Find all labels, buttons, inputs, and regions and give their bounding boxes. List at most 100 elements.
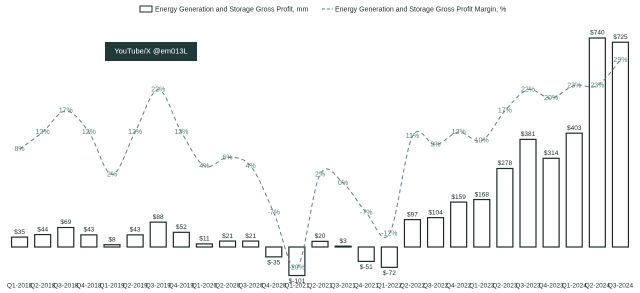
line-value-label: 12% [452,129,466,136]
x-tick-label: Q3-2021 [330,283,356,290]
bar [542,157,560,248]
bar-value-label: $104 [428,209,443,216]
x-tick-label: Q4-2019 [169,283,195,290]
line-value-label: -12% [381,231,397,238]
bar [357,246,375,263]
watermark-box [105,42,197,61]
bar [519,138,537,248]
x-tick-label: Q4-2021 [354,283,380,290]
x-tick-label: Q2-2020 [215,283,241,290]
bar [57,226,75,248]
bar-value-label: $21 [222,233,233,240]
x-tick-label: Q1-2018 [7,283,33,290]
bar-value-label: $21 [245,233,256,240]
line-value-label: 23% [590,82,604,89]
line-value-label: 17% [498,108,512,115]
x-tick-label: Q3-2019 [146,283,172,290]
bar-value-label: $43 [130,227,141,234]
bar-value-label: $725 [613,34,628,41]
bar [103,244,121,248]
line-value-label: -7% [268,210,280,217]
line-value-label: 4% [246,163,256,170]
line-value-label: 12% [174,129,188,136]
x-tick-label: Q2-2021 [307,283,333,290]
bar [149,221,167,248]
bar [403,219,422,248]
bar-value-label: $3 [339,238,347,245]
x-tick-label: Q3-2018 [53,283,79,290]
x-tick-label: Q3-2023 [515,283,541,290]
bar [611,41,630,248]
bar-value-label: $8 [108,236,116,243]
line-value-label: 6% [222,154,232,161]
bar [311,240,329,248]
bar [80,234,98,248]
bar-value-label: $20 [315,233,326,240]
bar [288,246,306,277]
bar-value-label: $35 [14,229,25,236]
line-value-label: 29% [613,57,627,64]
bar-value-label: $168 [475,191,490,198]
x-tick-label: Q1-2022 [377,283,403,290]
line-value-label: 12% [128,129,142,136]
bar [380,246,398,268]
bar-value-label: $43 [83,227,94,234]
bar-value-label: $740 [590,30,605,37]
x-tick-label: Q1-2019 [99,283,125,290]
line-value-label: 4% [199,163,209,170]
bar-value-label: $44 [37,226,48,233]
bar-value-label: $381 [521,131,536,138]
x-tick-label: Q1-2023 [469,283,495,290]
bar-value-label: $-35 [267,260,280,267]
bar [218,240,237,248]
x-tick-label: Q2-2022 [400,283,426,290]
bar [265,246,283,258]
bar [334,245,352,248]
x-tick-label: Q2-2024 [585,283,611,290]
legend-bar-icon [139,5,153,13]
bar-value-label: $11 [199,236,210,243]
line-value-label: 22% [521,87,535,94]
line-value-label: 2% [107,171,117,178]
line-value-label: 22% [151,87,165,94]
bar [34,233,52,248]
line-value-label: 10% [475,137,489,144]
line-value-label: 2% [315,171,325,178]
bar-value-label: $52 [176,224,187,231]
legend-label: Energy Generation and Storage Gross Prof… [155,6,308,13]
x-tick-label: Q2-2023 [492,283,518,290]
line-value-label: 12% [82,129,96,136]
bar [126,234,144,248]
x-tick-label: Q2-2018 [30,283,56,290]
line-value-label: 8% [14,146,24,153]
watermark: YouTube/X @em013L [114,46,187,55]
x-tick-label: Q1-2024 [562,283,588,290]
bar [565,132,583,248]
x-tick-label: Q1-2021 [284,283,310,290]
bar-value-label: $69 [60,219,71,226]
bar-value-label: $314 [544,150,559,157]
legend-label: Energy Generation and Storage Gross Prof… [335,6,506,13]
line-value-label: 9% [430,142,440,149]
x-tick-label: Q4-2023 [538,283,564,290]
bar [172,231,190,248]
line-value-label: -7% [360,210,372,217]
line-value-label: 23% [567,82,581,89]
x-tick-label: Q3-2022 [423,283,449,290]
x-tick-label: Q3-2024 [608,283,634,290]
bar [242,240,260,248]
line-value-label: 20% [544,95,558,102]
bar-value-label: $403 [567,125,582,132]
x-tick-label: Q4-2018 [76,283,102,290]
x-tick-label: Q4-2022 [446,283,472,290]
bar [426,217,445,248]
line-value-label: 12% [36,129,50,136]
bar [10,236,29,248]
x-tick-label: Q3-2020 [238,283,264,290]
bar-value-label: $-51 [360,264,373,271]
bar [450,201,468,248]
bar-value-label: $278 [498,160,513,167]
margin-line [19,59,621,269]
bar [496,167,514,248]
